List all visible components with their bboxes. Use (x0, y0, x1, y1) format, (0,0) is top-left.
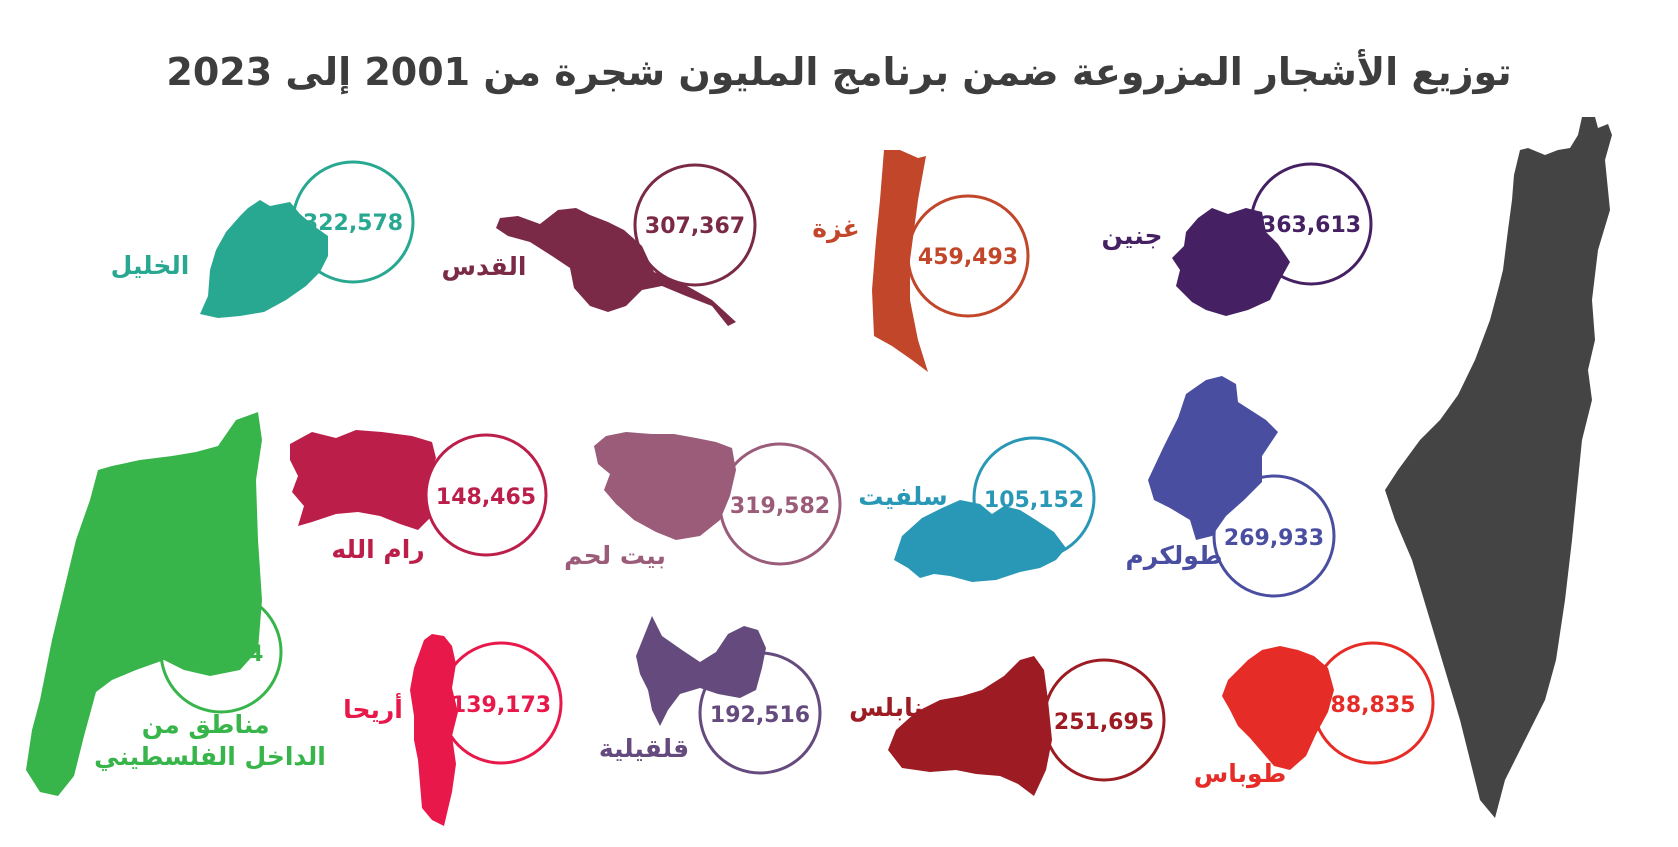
salfit-name: سلفيت (858, 482, 947, 511)
nablus-value: 251,695 (1054, 710, 1154, 735)
gaza-name: غزة (812, 214, 859, 244)
tubas-name: طوباس (1194, 759, 1287, 789)
jerusalem-name: القدس (442, 252, 527, 281)
ramallah-name: رام الله (331, 535, 424, 564)
inside-areas-value: 39,404 (179, 642, 264, 667)
tulkarm-value: 269,933 (1224, 526, 1324, 551)
bethlehem-shape (594, 432, 736, 540)
gaza-shape (872, 150, 928, 372)
nablus-circle (1042, 658, 1166, 782)
jerusalem-value: 307,367 (645, 214, 745, 239)
salfit-shape (894, 500, 1066, 582)
hebron-value: 322,578 (303, 211, 403, 236)
inside-areas-name-line2: الداخل الفلسطيني (94, 742, 326, 771)
jericho-name: أريحا (343, 693, 403, 724)
nablus-name: نابلس (849, 693, 923, 722)
gaza-circle (906, 194, 1030, 318)
jerusalem-shape (496, 208, 736, 326)
hebron-shape (200, 200, 328, 318)
tulkarm-shape (1148, 376, 1278, 540)
qalqilya-name: قلقيلية (599, 734, 689, 763)
tubas-value: 88,835 (1331, 693, 1416, 718)
ramallah-circle (424, 433, 548, 557)
tulkarm-name: طولكرم (1125, 541, 1222, 571)
tulkarm-circle (1212, 474, 1336, 598)
jenin-circle (1249, 162, 1373, 286)
hebron-name: الخليل (111, 251, 190, 280)
jenin-name: جنين (1102, 221, 1163, 251)
palestine-map-shape (1385, 117, 1612, 818)
bethlehem-value: 319,582 (730, 494, 830, 519)
jenin-value: 363,613 (1261, 213, 1361, 238)
tubas-shape (1222, 646, 1334, 770)
jerusalem-circle (633, 163, 757, 287)
qalqilya-value: 192,516 (710, 703, 810, 728)
jericho-shape (410, 634, 458, 826)
qalqilya-circle (698, 651, 822, 775)
gaza-value: 459,493 (918, 245, 1018, 270)
inside-areas-name: مناطق من الداخل الفلسطيني (94, 710, 326, 771)
jenin-shape (1172, 208, 1290, 316)
salfit-value: 105,152 (984, 488, 1084, 513)
tubas-circle (1311, 641, 1435, 765)
bethlehem-name: بيت لحم (564, 541, 666, 570)
jericho-value: 139,173 (451, 693, 551, 718)
chart-title: توزيع الأشجار المزروعة ضمن برنامج المليو… (166, 50, 1512, 94)
salfit-circle (972, 436, 1096, 560)
bethlehem-circle (718, 442, 842, 566)
hebron-circle (291, 160, 415, 284)
jericho-circle (439, 641, 563, 765)
qalqilya-shape (636, 616, 766, 726)
nablus-shape (888, 656, 1052, 796)
ramallah-value: 148,465 (436, 485, 536, 510)
inside-areas-circle (159, 590, 283, 714)
ramallah-shape (290, 430, 436, 530)
inside-areas-name-line1: مناطق من (142, 710, 270, 740)
inside-areas-shape (26, 412, 262, 796)
